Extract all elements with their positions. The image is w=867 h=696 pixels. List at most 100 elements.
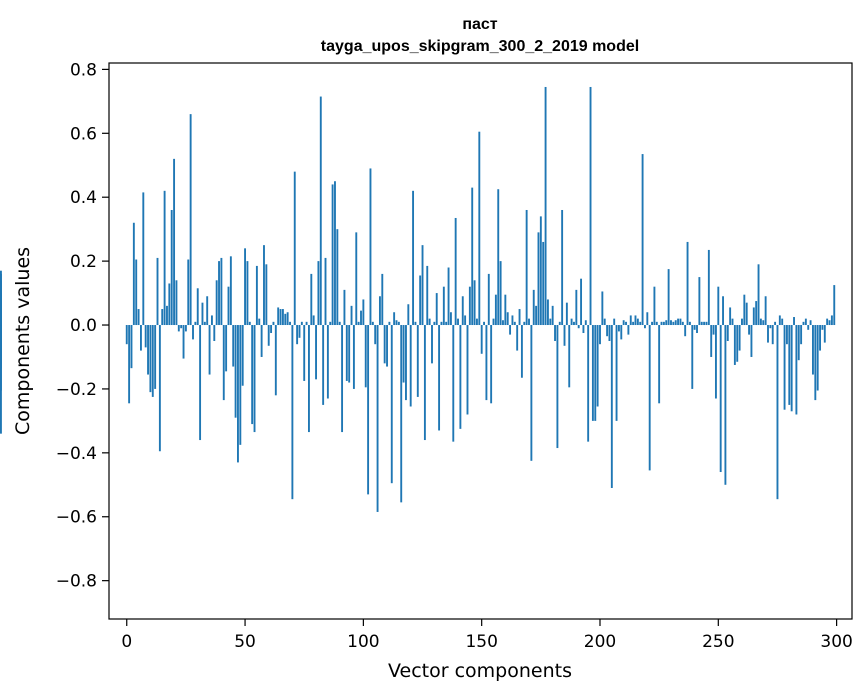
- bar: [241, 325, 244, 386]
- bar: [461, 296, 464, 326]
- bar: [497, 189, 500, 326]
- bar: [395, 320, 398, 326]
- bar: [431, 325, 433, 364]
- bar: [617, 325, 620, 332]
- bar: [660, 321, 663, 326]
- bar: [807, 325, 810, 330]
- bar: [388, 321, 391, 326]
- bar: [478, 131, 481, 326]
- y-tick-label: −0.4: [56, 444, 97, 464]
- bar: [558, 321, 561, 326]
- bar: [196, 288, 199, 326]
- bar: [381, 273, 384, 326]
- bar: [324, 257, 327, 326]
- bar: [291, 325, 294, 500]
- bar: [473, 280, 476, 326]
- bar: [265, 264, 268, 326]
- bar: [140, 325, 142, 351]
- bar: [423, 325, 426, 441]
- bar: [132, 222, 135, 326]
- bar: [502, 320, 504, 326]
- bar: [800, 325, 803, 345]
- bar: [530, 325, 533, 461]
- bar: [636, 318, 639, 326]
- bar: [809, 320, 812, 326]
- bar: [378, 296, 381, 326]
- bar: [426, 265, 429, 326]
- bar: [674, 320, 677, 326]
- bar: [326, 325, 329, 399]
- bar: [686, 241, 689, 326]
- bar: [795, 325, 798, 415]
- bar: [201, 302, 204, 326]
- bar: [286, 312, 289, 326]
- bar: [218, 261, 220, 326]
- bar: [255, 265, 258, 326]
- bar: [783, 325, 786, 410]
- bar: [506, 312, 509, 326]
- bar: [258, 318, 261, 326]
- bar: [144, 325, 147, 348]
- bar: [367, 325, 370, 495]
- bar: [755, 301, 758, 326]
- bar: [322, 325, 325, 405]
- bar: [355, 232, 358, 326]
- bar: [225, 325, 228, 372]
- bar: [210, 315, 213, 326]
- bar: [400, 325, 403, 503]
- bar: [350, 305, 353, 326]
- bar: [544, 86, 547, 326]
- bar: [156, 257, 159, 326]
- bar: [639, 321, 642, 326]
- bar: [163, 190, 166, 326]
- x-axis-ticks: 0 50 100 150 200 250 300: [121, 619, 853, 652]
- bar: [232, 325, 235, 367]
- bar: [187, 259, 190, 326]
- bar: [310, 273, 313, 326]
- bar: [281, 309, 284, 326]
- chart-title: паст: [462, 16, 497, 33]
- bar: [551, 305, 554, 326]
- bar: [651, 321, 653, 326]
- bars-group: [0, 86, 836, 512]
- bar: [542, 241, 545, 326]
- bar: [442, 286, 445, 326]
- bar: [487, 273, 490, 326]
- bar: [712, 325, 715, 335]
- bar: [717, 286, 720, 326]
- bar: [556, 325, 559, 449]
- bar: [767, 325, 769, 343]
- bar: [296, 325, 299, 345]
- bar: [641, 154, 644, 326]
- bar: [490, 325, 493, 404]
- bar: [440, 321, 443, 326]
- bar: [828, 320, 831, 326]
- bar: [331, 184, 334, 326]
- bar: [655, 321, 658, 326]
- bar: [759, 318, 762, 326]
- bar: [781, 318, 784, 326]
- bar: [308, 325, 310, 433]
- chart-subtitle: tayga_upos_skipgram_300_2_2019 model: [321, 38, 639, 55]
- bar: [509, 325, 512, 335]
- bar: [248, 321, 251, 326]
- bar: [748, 325, 751, 335]
- bar: [662, 321, 665, 326]
- bar: [393, 312, 396, 326]
- x-tick-label: 200: [584, 632, 616, 652]
- bar: [277, 307, 280, 326]
- bar: [239, 325, 242, 445]
- bar: [750, 325, 753, 357]
- bar: [128, 325, 131, 404]
- y-axis-label: Components values: [12, 247, 34, 435]
- bar: [0, 325, 2, 434]
- bar: [788, 325, 791, 405]
- bar: [409, 325, 412, 407]
- bar: [707, 249, 710, 326]
- bar: [565, 302, 568, 326]
- bar: [525, 209, 528, 326]
- y-tick-label: −0.6: [56, 508, 97, 528]
- bar: [194, 321, 197, 326]
- bar: [180, 325, 183, 329]
- bar: [646, 312, 649, 326]
